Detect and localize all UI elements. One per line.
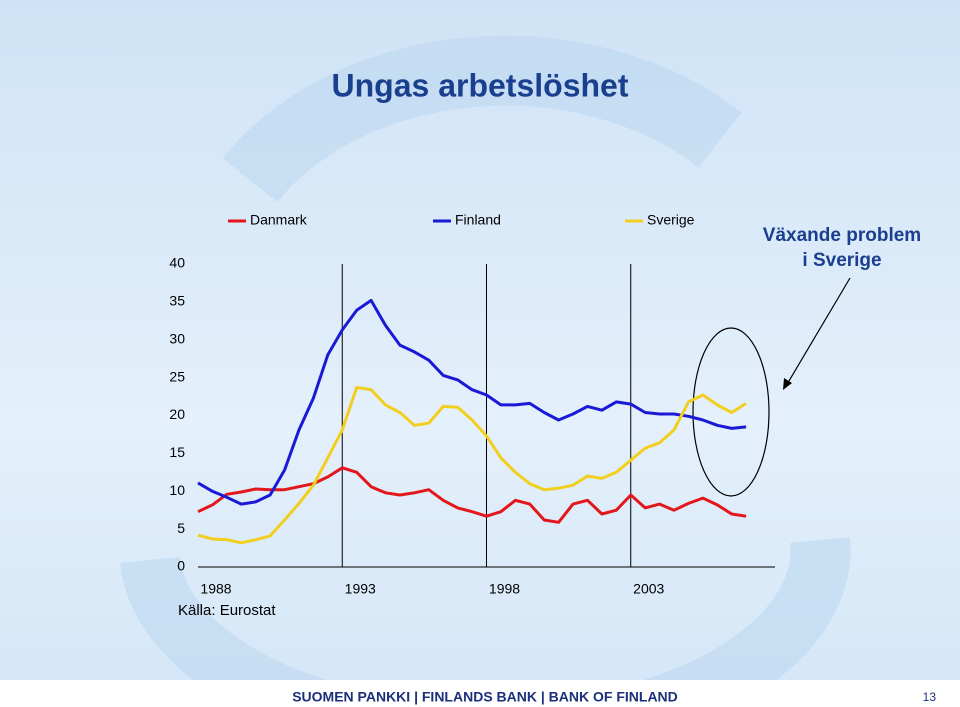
x-tick-label: 1998 bbox=[489, 581, 520, 597]
annotation: i Sverige bbox=[802, 250, 881, 271]
source: Källa: Eurostat bbox=[178, 602, 276, 619]
x-tick-label: 2003 bbox=[633, 581, 664, 597]
legend-label: Sverige bbox=[647, 212, 695, 228]
arrow-head bbox=[783, 378, 792, 390]
y-tick-label: 25 bbox=[169, 368, 185, 384]
footer: SUOMEN PANKKI | FINLANDS BANK | BANK OF … bbox=[292, 689, 678, 705]
y-tick-label: 15 bbox=[169, 444, 185, 460]
footer-bar bbox=[0, 680, 960, 707]
title: Ungas arbetslöshet bbox=[332, 67, 629, 103]
series-line bbox=[197, 386, 747, 545]
x-tick-label: 1993 bbox=[345, 581, 376, 597]
annotation: Växande problem bbox=[763, 225, 921, 246]
page-number: 13 bbox=[923, 690, 937, 704]
legend-label: Danmark bbox=[250, 212, 308, 228]
series-line bbox=[197, 298, 747, 506]
y-tick-label: 5 bbox=[177, 520, 185, 536]
y-tick-label: 40 bbox=[169, 255, 185, 271]
legend-label: Finland bbox=[455, 212, 501, 228]
series-line bbox=[197, 466, 747, 524]
y-tick-label: 30 bbox=[169, 330, 185, 346]
y-tick-label: 35 bbox=[169, 293, 185, 309]
x-tick-label: 1988 bbox=[200, 581, 231, 597]
highlight-ellipse bbox=[692, 327, 770, 497]
y-tick-label: 0 bbox=[177, 558, 185, 574]
y-tick-label: 10 bbox=[169, 482, 185, 498]
decor-arc bbox=[120, 537, 851, 707]
annotation-arrow bbox=[785, 277, 851, 387]
y-tick-label: 20 bbox=[169, 406, 185, 422]
decor-arc bbox=[222, 35, 742, 203]
